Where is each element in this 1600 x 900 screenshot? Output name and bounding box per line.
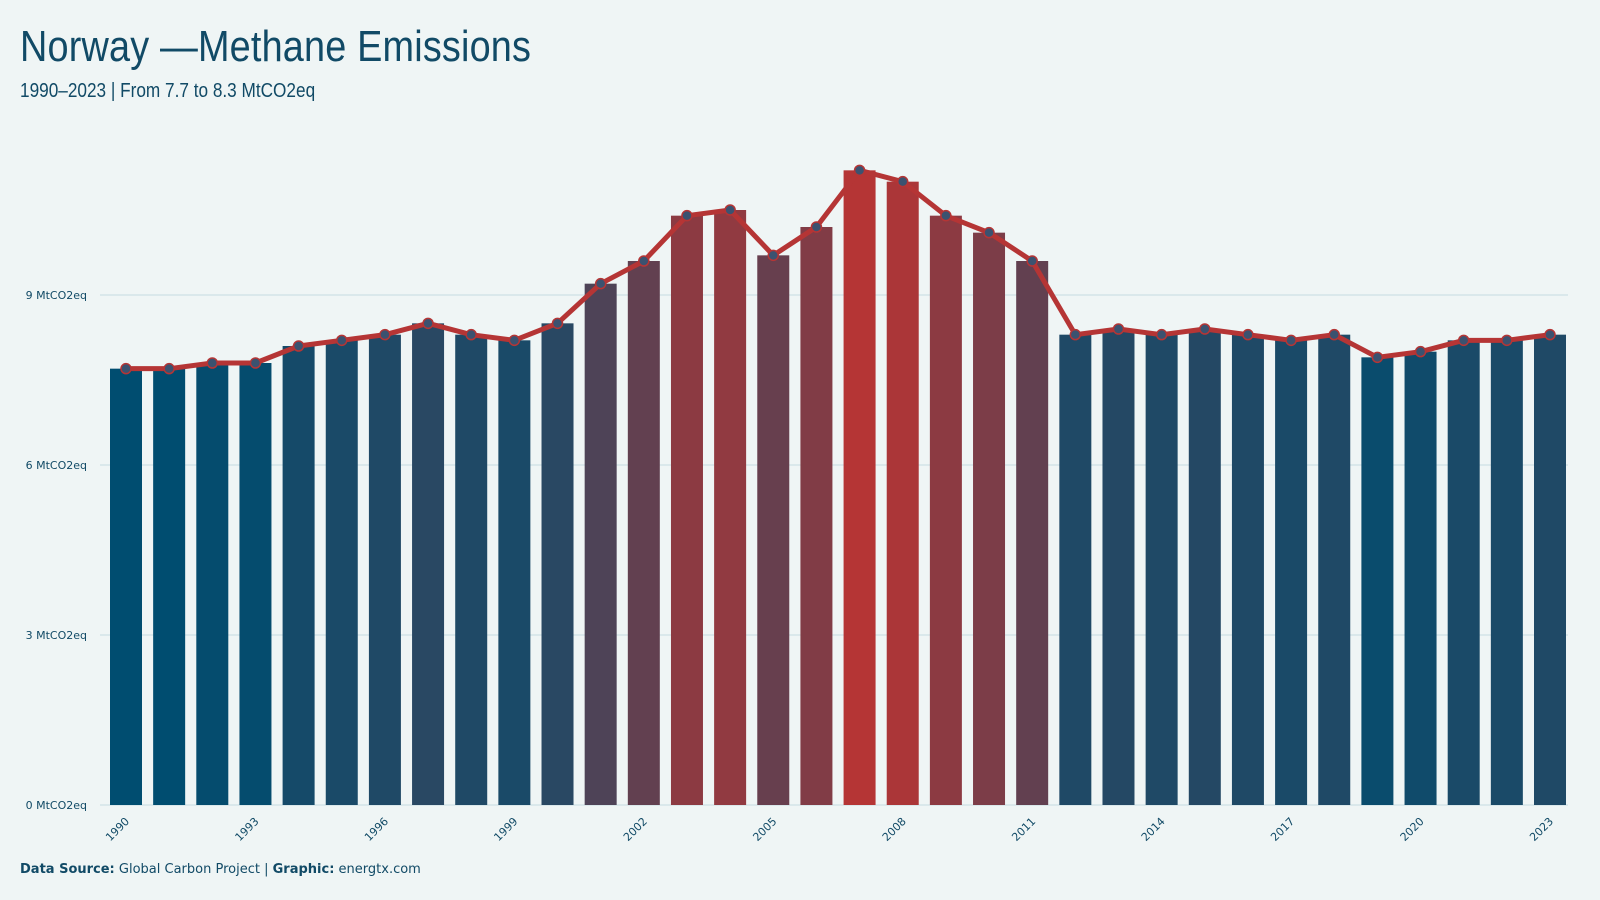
point-2022: [1501, 334, 1513, 347]
bar-2020: [1404, 351, 1437, 805]
graphic-value: energtx.com: [338, 862, 421, 877]
bar-1991: [153, 368, 186, 805]
bar-2018: [1318, 334, 1351, 805]
point-1991: [163, 362, 175, 375]
bar-2015: [1188, 329, 1221, 805]
point-2006: [810, 221, 823, 233]
bar-2010: [973, 232, 1006, 805]
source-label: Data Source:: [20, 862, 115, 877]
point-1993: [249, 357, 262, 369]
y-axis-ticks: 0 MtCO2eq 3 MtCO2eq 6 MtCO2eq 9 MtCO2eq: [26, 289, 87, 812]
point-2003: [681, 209, 693, 222]
point-2010: [983, 226, 995, 239]
x-tick-label: 1996: [362, 815, 391, 844]
point-2011: [1026, 255, 1038, 267]
point-2008: [896, 175, 909, 188]
point-2020: [1414, 345, 1427, 358]
point-2018: [1328, 328, 1340, 341]
point-1995: [336, 334, 348, 347]
x-tick-label: 2020: [1398, 815, 1427, 844]
bar-2023: [1534, 334, 1566, 805]
x-tick-label: 1993: [233, 815, 262, 844]
x-tick-label: 1990: [103, 815, 132, 844]
graphic-label: Graphic:: [272, 862, 335, 877]
x-tick-label: 2014: [1139, 815, 1168, 844]
bar-1999: [498, 340, 531, 805]
bar-2002: [627, 261, 660, 805]
bar-2005: [757, 255, 790, 806]
point-2019: [1371, 351, 1384, 364]
point-2023: [1544, 328, 1556, 341]
y-tick-label: 6 MtCO2eq: [26, 459, 87, 472]
bar-2004: [714, 210, 747, 805]
point-2012: [1069, 328, 1082, 341]
y-tick-label: 9 MtCO2eq: [26, 289, 87, 302]
point-1990: [120, 362, 132, 375]
x-axis-ticks: 1990 1993 1996 1999 2002 2005 2008 2011 2014 2017…: [103, 815, 1556, 844]
x-tick-label: 2023: [1527, 815, 1556, 844]
point-2015: [1199, 323, 1211, 335]
point-1996: [379, 328, 391, 341]
point-1998: [465, 328, 477, 341]
bar-2008: [886, 181, 919, 805]
bar-2012: [1059, 334, 1092, 805]
trend-line: [123, 167, 1553, 372]
bar-2009: [929, 215, 962, 805]
y-tick-label: 0 MtCO2eq: [26, 799, 87, 812]
caption-separator: |: [264, 862, 269, 877]
bar-2021: [1447, 340, 1480, 805]
bar-1994: [282, 346, 315, 805]
point-2004: [724, 204, 736, 216]
bar-2013: [1102, 329, 1135, 805]
x-tick-label: 2011: [1009, 815, 1038, 844]
bar-2001: [584, 283, 617, 806]
bar-1998: [455, 334, 488, 805]
caption: Data Source: Global Carbon Project | Gra…: [20, 862, 421, 877]
point-1992: [206, 357, 219, 369]
bar-1992: [196, 363, 229, 805]
point-1994: [292, 340, 305, 352]
x-tick-label: 2008: [880, 815, 909, 844]
bar-1996: [368, 334, 401, 805]
bar-1997: [412, 323, 445, 805]
bar-2000: [541, 323, 574, 805]
point-2009: [940, 209, 952, 222]
x-tick-label: 2005: [750, 815, 779, 844]
source-value: Global Carbon Project: [118, 862, 260, 877]
point-1997: [422, 317, 434, 330]
point-2021: [1457, 334, 1470, 347]
bar-1993: [239, 363, 272, 805]
trend-polyline: [123, 167, 1553, 372]
x-tick-label: 1999: [491, 815, 520, 844]
bar-2007: [843, 170, 876, 806]
bar-2011: [1016, 261, 1049, 805]
chart-subtitle: 1990–2023 | From 7.7 to 8.3 MtCO2eq: [20, 80, 316, 102]
bars: [110, 170, 1566, 806]
bar-2022: [1490, 340, 1523, 805]
point-2002: [638, 255, 650, 267]
point-2016: [1242, 328, 1254, 341]
point-2017: [1285, 334, 1297, 347]
bar-1995: [325, 340, 358, 805]
trend-points: [120, 164, 1556, 375]
point-2013: [1112, 323, 1125, 335]
point-1999: [508, 334, 521, 347]
x-tick-label: 2002: [621, 815, 650, 844]
bar-2019: [1361, 357, 1394, 805]
bar-2003: [670, 215, 703, 805]
y-tick-label: 3 MtCO2eq: [26, 629, 87, 642]
x-tick-label: 2017: [1268, 815, 1297, 844]
point-2000: [551, 317, 564, 330]
point-2014: [1155, 328, 1168, 341]
chart-title: Norway —Methane Emissions: [20, 22, 532, 71]
point-2005: [767, 249, 780, 262]
bar-2016: [1231, 334, 1264, 805]
bar-2017: [1275, 340, 1308, 805]
bar-1990: [110, 368, 142, 805]
bar-2006: [800, 227, 833, 805]
bar-2014: [1145, 334, 1178, 805]
point-2001: [594, 277, 607, 290]
point-2007: [853, 164, 866, 177]
